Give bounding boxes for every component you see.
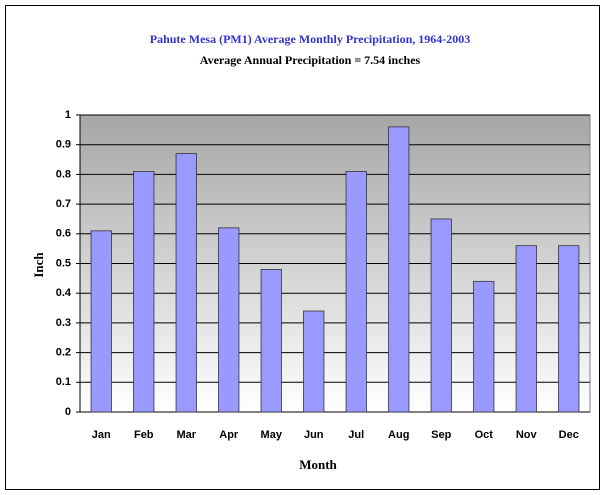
x-tick-label: May <box>261 429 283 441</box>
x-tick-label: Apr <box>219 429 239 441</box>
bar <box>218 227 240 413</box>
bar <box>90 230 112 413</box>
x-tick-label: Nov <box>516 429 538 441</box>
x-tick-label: Oct <box>475 429 494 441</box>
y-tick-label: 0.4 <box>56 287 72 299</box>
bar <box>473 280 495 413</box>
bar <box>133 171 155 413</box>
y-axis-label: Inch <box>31 252 46 278</box>
y-tick-label: 0.5 <box>56 257 71 269</box>
x-axis-label: Month <box>299 457 337 472</box>
y-tick-label: 0.9 <box>56 139 71 151</box>
x-tick-label: Mar <box>176 429 196 441</box>
x-tick-label: Dec <box>559 429 579 441</box>
bar <box>558 245 580 413</box>
x-tick-label: Aug <box>388 429 409 441</box>
x-tick-label: Jun <box>304 429 324 441</box>
y-tick-label: 0.8 <box>56 168 71 180</box>
y-tick-label: 0.6 <box>56 228 71 240</box>
bar <box>260 269 282 413</box>
x-tick-label: Jan <box>92 429 111 441</box>
y-tick-label: 0.3 <box>56 317 71 329</box>
bar <box>345 171 367 413</box>
chart-title: Pahute Mesa (PM1) Average Monthly Precip… <box>150 32 471 46</box>
bar <box>515 245 537 413</box>
x-tick-label: Jul <box>348 429 364 441</box>
chart-subtitle: Average Annual Precipitation = 7.54 inch… <box>200 53 421 67</box>
y-tick-label: 0.1 <box>56 376 71 388</box>
y-tick-label: 0.7 <box>56 198 71 210</box>
x-tick-label: Sep <box>431 429 451 441</box>
bar <box>388 126 410 413</box>
y-tick-label: 1 <box>65 109 71 121</box>
x-tick-label: Feb <box>134 429 154 441</box>
bar <box>175 153 197 413</box>
bar <box>430 218 452 413</box>
y-tick-label: 0.2 <box>56 347 71 359</box>
y-tick-label: 0 <box>65 406 71 418</box>
bar <box>303 310 325 413</box>
